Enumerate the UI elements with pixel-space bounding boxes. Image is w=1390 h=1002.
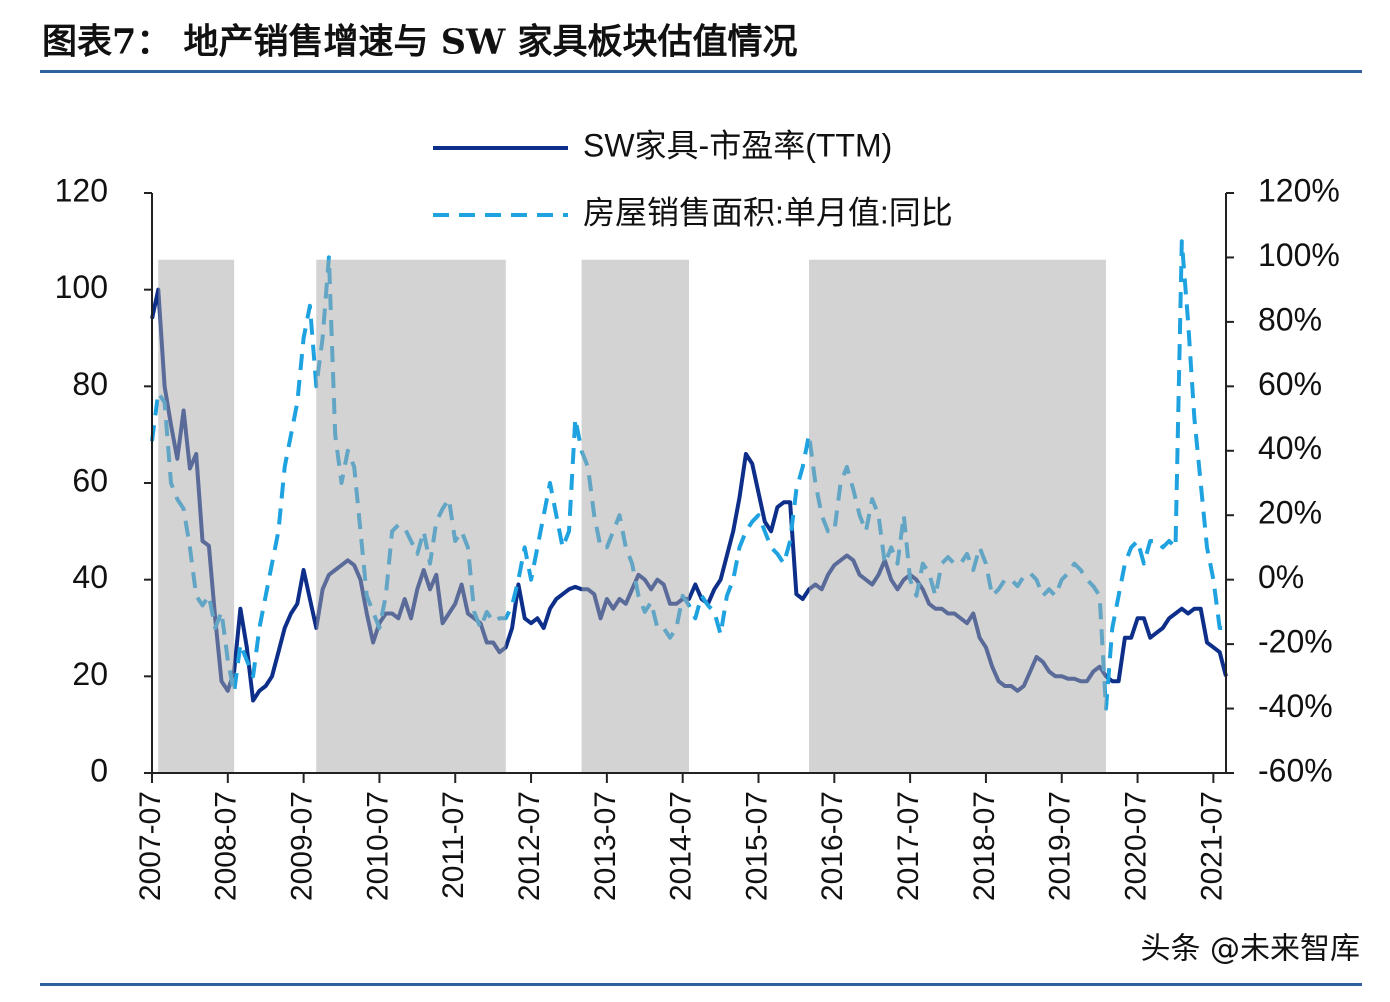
y2-tick-label: 120% — [1258, 172, 1340, 208]
y2-tick-label: 100% — [1258, 237, 1340, 273]
shaded-period — [158, 259, 235, 773]
x-tick-label: 2019-07 — [1044, 791, 1077, 901]
x-tick-label: 2021-07 — [1195, 791, 1228, 901]
y-tick-label: 0 — [90, 752, 108, 788]
x-tick-label: 2013-07 — [589, 791, 622, 901]
shaded-period — [316, 259, 506, 773]
y2-tick-label: 60% — [1258, 366, 1322, 402]
x-tick-label: 2015-07 — [740, 791, 773, 901]
y-tick-label: 40 — [72, 559, 108, 595]
footer-rule — [40, 983, 1362, 986]
legend-label: SW家具-市盈率(TTM) — [583, 127, 892, 163]
title-rule — [40, 70, 1362, 73]
y2-tick-label: 20% — [1258, 495, 1322, 531]
y2-tick-label: -20% — [1258, 624, 1333, 660]
legend-label: 房屋销售面积:单月值:同比 — [583, 194, 953, 230]
y-tick-label: 20 — [72, 656, 108, 692]
x-tick-label: 2014-07 — [665, 791, 698, 901]
x-tick-label: 2009-07 — [286, 791, 319, 901]
y-tick-label: 120 — [55, 172, 108, 208]
x-tick-label: 2008-07 — [210, 791, 243, 901]
x-tick-label: 2012-07 — [513, 791, 546, 901]
y2-tick-label: 80% — [1258, 301, 1322, 337]
y-tick-label: 80 — [72, 366, 108, 402]
chart-title: 图表7： 地产销售增速与 SW 家具板块估值情况 — [42, 22, 798, 63]
y2-tick-label: 40% — [1258, 430, 1322, 466]
shaded-period — [581, 259, 689, 773]
x-tick-label: 2018-07 — [968, 791, 1001, 901]
x-tick-label: 2020-07 — [1119, 791, 1152, 901]
x-tick-label: 2017-07 — [892, 791, 925, 901]
x-tick-label: 2016-07 — [816, 791, 849, 901]
watermark: 头条 @未来智库 — [1140, 932, 1360, 967]
shaded-period — [809, 259, 1106, 773]
y2-tick-label: 0% — [1258, 559, 1304, 595]
x-tick-label: 2010-07 — [361, 791, 394, 901]
x-tick-label: 2011-07 — [437, 791, 470, 899]
y-tick-label: 100 — [55, 269, 108, 305]
x-tick-label: 2007-07 — [134, 791, 167, 901]
y-tick-label: 60 — [72, 462, 108, 498]
y2-tick-label: -60% — [1258, 752, 1333, 788]
y2-tick-label: -40% — [1258, 688, 1333, 724]
